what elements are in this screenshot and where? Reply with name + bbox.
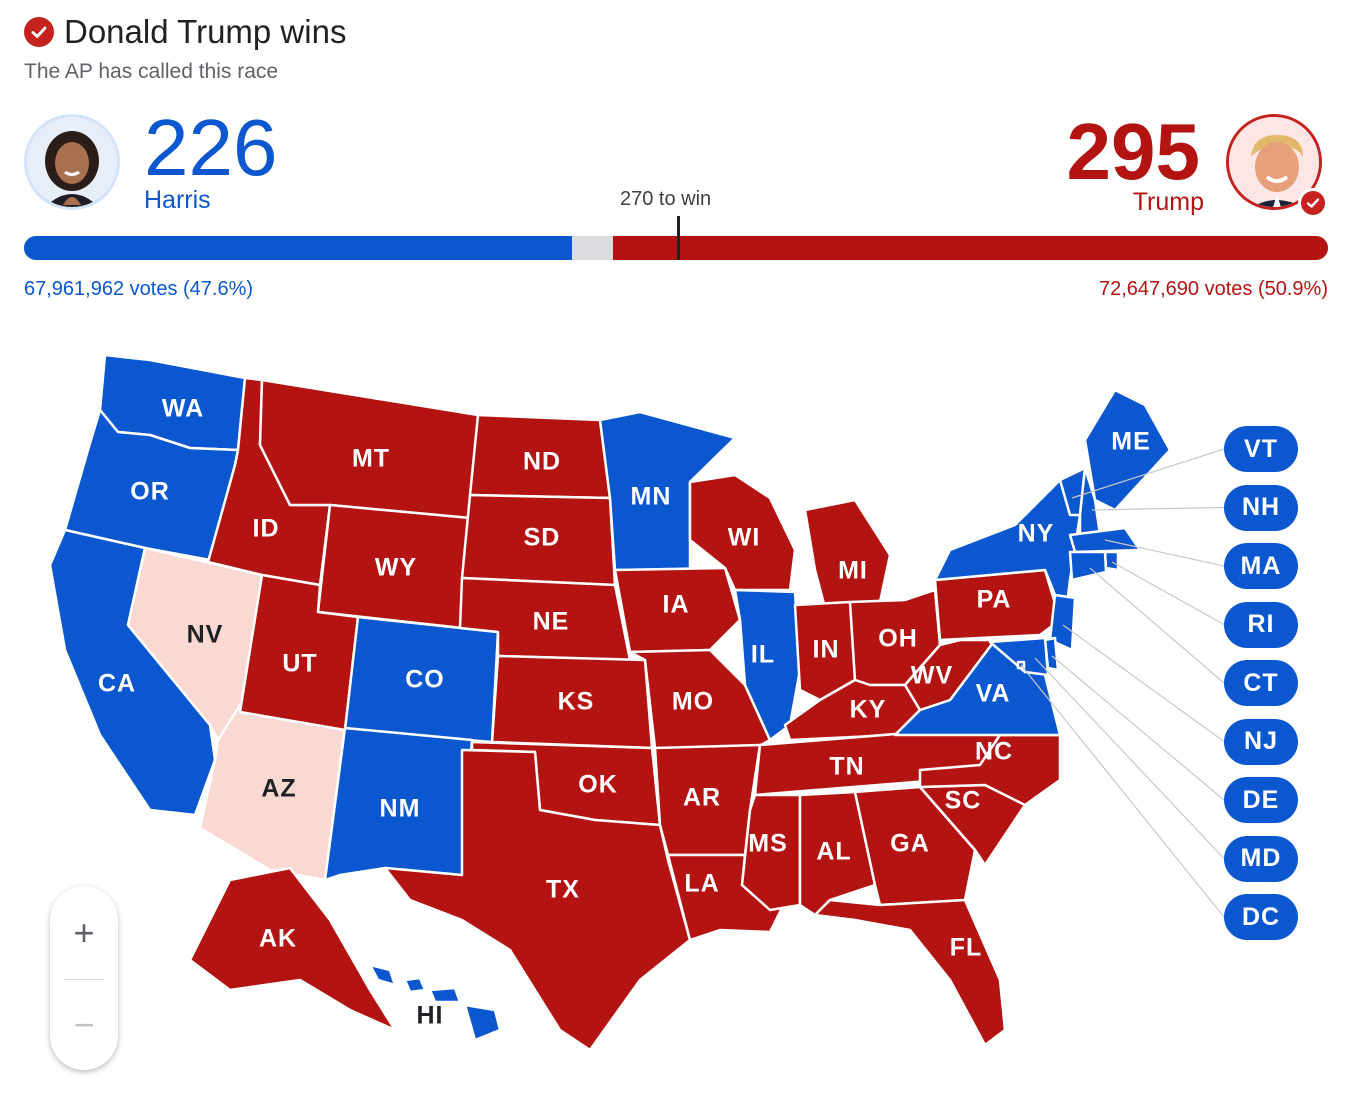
state-label-ms: MS <box>748 830 788 858</box>
state-label-hi: HI <box>417 1002 444 1030</box>
state-pill-ct[interactable]: CT <box>1224 660 1298 706</box>
state-pill-nh[interactable]: NH <box>1224 484 1298 531</box>
state-label-nd: ND <box>523 448 561 476</box>
harris-bar-segment <box>24 236 572 260</box>
harris-popular-votes: 67,961,962 votes (47.6%) <box>24 278 254 300</box>
state-label-me: ME <box>1111 428 1151 456</box>
state-label-ca: CA <box>98 670 136 698</box>
state-pill-de[interactable]: DE <box>1224 777 1298 823</box>
state-label-ne: NE <box>533 608 570 636</box>
check-circle-icon <box>24 17 54 47</box>
harris-name[interactable]: Harris <box>144 186 211 214</box>
state-label-al: AL <box>816 838 851 866</box>
state-label-tx: TX <box>546 876 580 904</box>
state-pill-md[interactable]: MD <box>1224 835 1298 882</box>
state-nc[interactable] <box>918 733 1062 807</box>
state-wv[interactable] <box>903 638 997 712</box>
plus-icon: + <box>73 912 95 953</box>
state-label-ky: KY <box>850 696 887 724</box>
state-label-sc: SC <box>945 787 982 815</box>
leader-line-vt <box>1071 448 1225 499</box>
state-label-pa: PA <box>977 586 1012 614</box>
threshold-label: 270 to win <box>620 188 712 210</box>
trump-electoral-votes: 295 <box>1066 107 1200 196</box>
state-label-az: AZ <box>261 775 296 803</box>
harris-avatar[interactable] <box>24 114 120 210</box>
state-label-ar: AR <box>683 784 721 812</box>
state-mi[interactable] <box>803 498 892 610</box>
trump-popular-votes: 72,647,690 votes (50.9%) <box>1098 278 1328 300</box>
state-md[interactable] <box>988 636 1050 677</box>
state-ny[interactable] <box>933 478 1082 622</box>
state-wi[interactable] <box>688 473 797 592</box>
state-label-nm: NM <box>380 795 421 823</box>
race-call-note: The AP has called this race <box>24 60 279 83</box>
trump-avatar[interactable] <box>1226 114 1322 210</box>
state-label-tn: TN <box>829 753 864 781</box>
leader-line-ri <box>1111 561 1225 626</box>
leader-line-nj <box>1062 624 1225 742</box>
state-label-va: VA <box>976 680 1011 708</box>
state-ia[interactable] <box>613 566 742 654</box>
headline-text: Donald Trump wins <box>64 13 347 50</box>
state-pill-vt[interactable]: VT <box>1224 426 1298 472</box>
zoom-out-button[interactable]: − <box>50 980 118 1070</box>
check-badge-icon <box>1298 188 1328 218</box>
state-pill-dc[interactable]: DC <box>1224 894 1298 940</box>
state-label-ks: KS <box>558 688 595 716</box>
state-label-wi: WI <box>728 524 761 552</box>
minus-icon: − <box>73 1004 95 1045</box>
state-label-ga: GA <box>890 830 930 858</box>
leader-line-de <box>1051 655 1225 801</box>
state-label-ok: OK <box>578 771 618 799</box>
leader-line-ct <box>1089 567 1225 684</box>
state-label-mo: MO <box>672 688 714 716</box>
state-label-oh: OH <box>878 625 918 653</box>
state-label-fl: FL <box>950 934 983 962</box>
state-label-il: IL <box>751 641 775 669</box>
state-label-nc: NC <box>975 738 1013 766</box>
state-label-ut: UT <box>282 650 317 678</box>
state-label-mt: MT <box>352 445 390 473</box>
trump-name[interactable]: Trump <box>1132 188 1204 216</box>
leader-line-md <box>1034 657 1225 859</box>
state-pill-nj[interactable]: NJ <box>1224 718 1298 765</box>
state-label-ny: NY <box>1018 520 1055 548</box>
state-label-id: ID <box>253 515 280 543</box>
state-hi[interactable] <box>368 963 502 1042</box>
state-pill-ri[interactable]: RI <box>1224 601 1298 648</box>
headline: Donald Trump wins <box>24 12 346 52</box>
us-electoral-map: WA OR CA NV AZ ID MT WY UT CO NM ND SD NE KS OK TX MN IA MO… <box>48 353 1225 1052</box>
leader-line-dc <box>1020 664 1225 918</box>
zoom-divider <box>64 979 104 980</box>
state-label-wv: WV <box>911 662 953 690</box>
state-label-mi: MI <box>838 557 868 585</box>
state-label-co: CO <box>405 666 445 694</box>
state-label-in: IN <box>813 636 840 664</box>
state-label-wa: WA <box>162 395 204 423</box>
state-label-nv: NV <box>187 621 224 649</box>
harris-electoral-votes: 226 <box>144 103 278 192</box>
state-pill-ma[interactable]: MA <box>1224 543 1298 589</box>
state-ct[interactable] <box>1068 550 1108 582</box>
state-label-mn: MN <box>631 483 672 511</box>
state-fl[interactable] <box>813 898 1007 1047</box>
zoom-in-button[interactable]: + <box>50 888 118 978</box>
state-label-la: LA <box>684 870 719 898</box>
state-label-wy: WY <box>375 554 417 582</box>
threshold-marker <box>677 216 681 260</box>
leader-line-ma <box>1104 539 1225 567</box>
trump-bar-segment <box>612 236 1328 260</box>
state-label-ak: AK <box>259 925 297 953</box>
state-label-ia: IA <box>663 591 690 619</box>
state-label-sd: SD <box>524 524 561 552</box>
state-label-or: OR <box>130 478 170 506</box>
state-nj[interactable] <box>1048 593 1077 652</box>
zoom-control: + − <box>50 886 118 1070</box>
state-ak[interactable] <box>188 866 397 1032</box>
electoral-vote-bar <box>24 236 1328 260</box>
state-tx[interactable] <box>383 748 692 1052</box>
leader-line-nh <box>1091 506 1225 511</box>
